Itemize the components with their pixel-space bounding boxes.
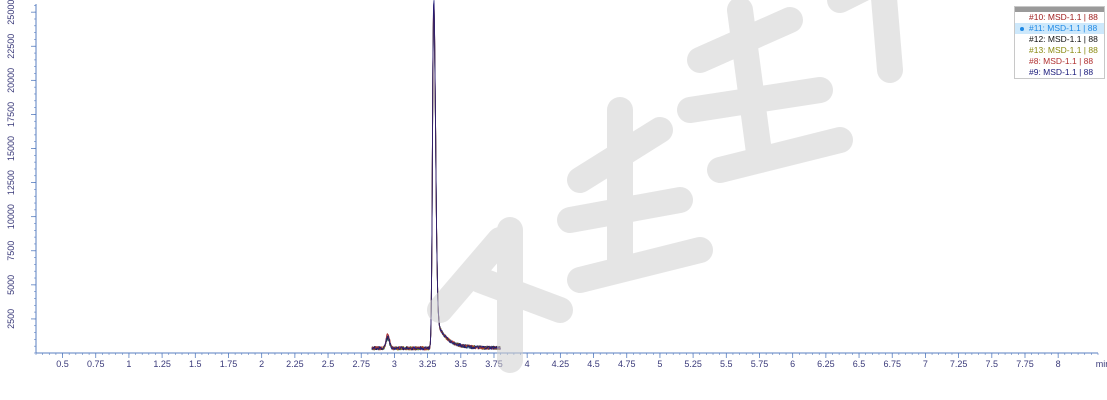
x-tick-label: 3.75 <box>485 359 503 369</box>
x-tick-label: 6.5 <box>853 359 866 369</box>
x-tick-label: 1.25 <box>153 359 171 369</box>
x-tick-label: 0.5 <box>56 359 69 369</box>
x-tick-label: 1 <box>126 359 131 369</box>
y-tick-label: 17500 <box>6 102 16 127</box>
chromatogram-chart: 0.5 0.75 1 1.25 1.5 1.75 2 2.25 2.5 2.75 3 3.25 3.5 3… <box>6 0 1107 369</box>
y-tick-label: 2500 <box>6 309 16 329</box>
plot-area <box>371 0 501 351</box>
chart-legend: #10: MSD-1.1 | 88 #11: MSD-1.1 | 88 #12: M… <box>1014 6 1105 79</box>
x-tick-label: 1.75 <box>220 359 238 369</box>
legend-item-label: #8: MSD-1.1 | 88 <box>1029 56 1094 66</box>
y-tick-label: 25000 <box>6 0 16 25</box>
y-tick-label: 20000 <box>6 68 16 93</box>
x-tick-label: 6.75 <box>883 359 901 369</box>
legend-item[interactable]: #13: MSD-1.1 | 88 <box>1015 45 1104 56</box>
series-trace-5 <box>371 0 501 351</box>
x-tick-label: 1.5 <box>189 359 202 369</box>
x-tick-label: 7.25 <box>950 359 968 369</box>
legend-item[interactable]: #9: MSD-1.1 | 88 <box>1015 67 1104 78</box>
x-tick-label: 4.5 <box>587 359 600 369</box>
legend-item[interactable]: #11: MSD-1.1 | 88 <box>1015 23 1104 34</box>
x-tick-label: 3 <box>392 359 397 369</box>
x-tick-label: 3.5 <box>455 359 468 369</box>
x-tick-label: 2.75 <box>352 359 370 369</box>
x-tick-label: 6 <box>790 359 795 369</box>
x-tick-label: 6.25 <box>817 359 835 369</box>
legend-item[interactable]: #10: MSD-1.1 | 88 <box>1015 12 1104 23</box>
y-tick-label: 5000 <box>6 275 16 295</box>
legend-item-label: #9: MSD-1.1 | 88 <box>1029 67 1094 77</box>
y-tick-label: 22500 <box>6 34 16 59</box>
legend-item-label: #11: MSD-1.1 | 88 <box>1029 23 1098 33</box>
x-tick-label: 4.75 <box>618 359 636 369</box>
y-tick-label: 15000 <box>6 136 16 161</box>
legend-item-label: #10: MSD-1.1 | 88 <box>1029 12 1098 22</box>
x-tick-label: 5.75 <box>751 359 769 369</box>
x-tick-label: 2.25 <box>286 359 304 369</box>
x-tick-label: 2.5 <box>322 359 335 369</box>
x-tick-label: 4 <box>525 359 530 369</box>
legend-header-bar <box>1015 7 1104 12</box>
x-tick-label: 8 <box>1056 359 1061 369</box>
axes: 0.5 0.75 1 1.25 1.5 1.75 2 2.25 2.5 2.75 3 3.25 3.5 3… <box>6 0 1107 369</box>
x-unit-label: min <box>1096 359 1107 369</box>
legend-item[interactable]: #8: MSD-1.1 | 88 <box>1015 56 1104 67</box>
x-tick-label: 7 <box>923 359 928 369</box>
legend-item-label: #12: MSD-1.1 | 88 <box>1029 34 1098 44</box>
legend-item-label: #13: MSD-1.1 | 88 <box>1029 45 1098 55</box>
x-tick-label: 2 <box>259 359 264 369</box>
y-tick-label: 12500 <box>6 170 16 195</box>
y-tick-label: 7500 <box>6 241 16 261</box>
y-tick-label: 10000 <box>6 204 16 229</box>
x-tick-label: 4.25 <box>552 359 570 369</box>
x-tick-label: 0.75 <box>87 359 105 369</box>
x-tick-label: 3.25 <box>419 359 437 369</box>
selected-dot-icon <box>1020 27 1024 31</box>
x-tick-label: 7.5 <box>986 359 999 369</box>
x-tick-label: 5 <box>657 359 662 369</box>
x-tick-label: 5.5 <box>720 359 733 369</box>
x-tick-label: 5.25 <box>684 359 702 369</box>
x-tick-label: 7.75 <box>1016 359 1034 369</box>
legend-item[interactable]: #12: MSD-1.1 | 88 <box>1015 34 1104 45</box>
